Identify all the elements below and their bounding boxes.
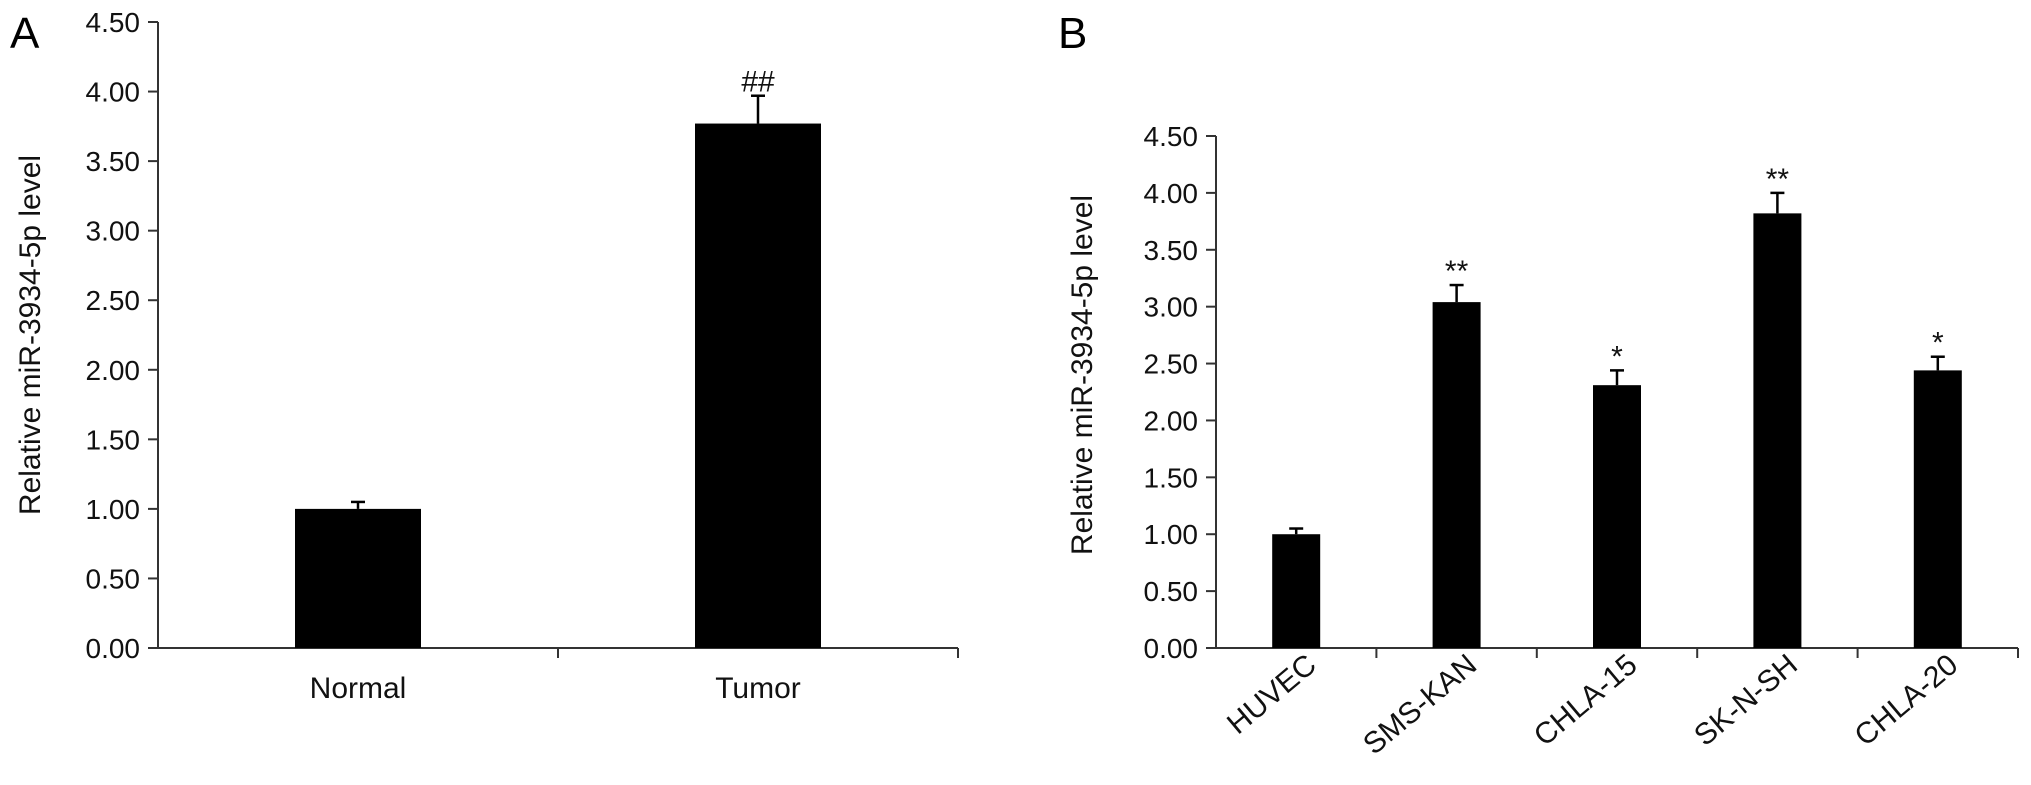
panel-a-y-tick-label: 1.50 — [86, 424, 141, 455]
panel-a-category-label: Normal — [310, 672, 407, 705]
panel-b-significance-marker: ** — [1766, 163, 1790, 196]
panel-b-bar-chla-15 — [1593, 385, 1641, 648]
panel-a-y-tick-label: 0.50 — [86, 563, 141, 594]
panel-a-y-tick-label: 1.00 — [86, 494, 141, 525]
panel-b-y-tick-label: 0.50 — [1144, 576, 1199, 607]
panel-a-bar-tumor — [695, 123, 821, 649]
panel-a-y-tick-label: 4.50 — [86, 7, 141, 38]
panel-b-bar-chla-20 — [1913, 370, 1962, 648]
panel-a-significance-marker: ## — [741, 66, 775, 99]
panel-b-y-tick-label: 3.50 — [1144, 235, 1199, 266]
panel-b-y-tick-label: 3.00 — [1144, 292, 1199, 323]
panel-b-y-tick-label: 2.50 — [1144, 349, 1199, 380]
panel-a-y-tick-label: 3.00 — [86, 216, 141, 247]
panel-b-significance-marker: * — [1932, 327, 1944, 360]
panel-a-category-label: Tumor — [715, 672, 801, 705]
panel-a-bar-normal — [295, 508, 421, 648]
panel-b-chart: B Relative miR-3934-5p level 0.00 0.50 1.0… — [1058, 9, 2019, 761]
panel-b-y-tick-label: 2.00 — [1144, 405, 1199, 436]
panel-b-y-tick-label: 0.00 — [1144, 633, 1199, 664]
panel-b-category-label: SMS-KAN — [1357, 648, 1483, 761]
panel-a-y-tick-label: 4.00 — [86, 77, 141, 108]
panel-b-y-tick-label: 1.00 — [1144, 519, 1199, 550]
panel-b-category-label: SK-N-SH — [1688, 648, 1804, 753]
panel-b-y-axis-label: Relative miR-3934-5p level — [1066, 195, 1099, 555]
panel-b-bar-huvec — [1272, 534, 1321, 648]
panel-b-significance-marker: ** — [1445, 255, 1469, 288]
panel-a-y-tick-label: 2.50 — [86, 285, 141, 316]
panel-a-y-tick-label: 3.50 — [86, 146, 141, 177]
panel-a-chart: A Relative miR-3934-5p level 0.00 0.50 1.0… — [10, 7, 959, 705]
panel-a-y-axis-label: Relative miR-3934-5p level — [14, 155, 47, 515]
panel-b-significance-marker: * — [1611, 340, 1623, 373]
panel-b-bar-sk-n-sh — [1753, 213, 1802, 648]
panel-a-y-tick-label: 2.00 — [86, 355, 141, 386]
panel-b-category-label: HUVEC — [1221, 648, 1323, 741]
panel-b-bar-sms-kan — [1432, 302, 1481, 648]
panel-a-letter: A — [10, 9, 40, 58]
panel-b-letter: B — [1058, 9, 1087, 58]
panel-b-y-tick-label: 4.00 — [1144, 178, 1199, 209]
panel-a-y-tick-label: 0.00 — [86, 633, 141, 664]
panel-b-category-label: CHLA-20 — [1849, 648, 1965, 753]
panel-b-category-label: CHLA-15 — [1528, 648, 1644, 753]
panel-b-y-tick-label: 1.50 — [1144, 462, 1199, 493]
panel-b-y-tick-label: 4.50 — [1144, 121, 1199, 152]
